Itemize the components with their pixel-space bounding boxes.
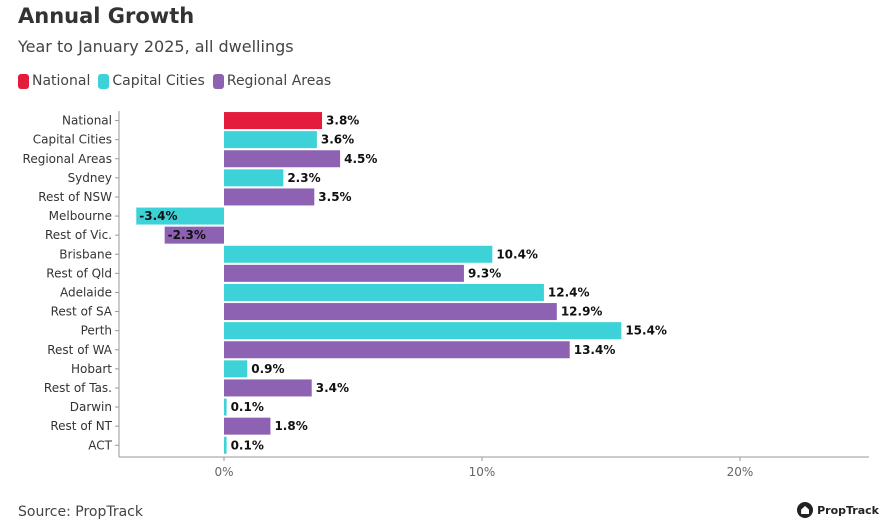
bar-rest-of-tas bbox=[224, 379, 312, 397]
category-label-regional-areas: Regional Areas bbox=[23, 152, 112, 166]
legend-item-capital-cities: Capital Cities bbox=[98, 73, 205, 89]
legend-label-national: National bbox=[32, 73, 91, 89]
bar-brisbane bbox=[224, 245, 493, 263]
bar-national bbox=[224, 112, 323, 130]
category-label-brisbane: Brisbane bbox=[59, 247, 112, 261]
bar-adelaide bbox=[224, 283, 544, 301]
bar-rest-of-vic bbox=[164, 226, 224, 244]
value-label-perth: 15.4% bbox=[625, 324, 667, 338]
value-label-sydney: 2.3% bbox=[287, 171, 320, 185]
value-label-capital-cities: 3.6% bbox=[321, 133, 354, 147]
bar-regional-areas bbox=[224, 150, 341, 168]
category-label-melbourne: Melbourne bbox=[49, 209, 112, 223]
bar-perth bbox=[224, 322, 622, 340]
value-label-act: 0.1% bbox=[231, 438, 264, 452]
category-label-darwin: Darwin bbox=[70, 400, 112, 414]
bar-rest-of-wa bbox=[224, 341, 570, 359]
category-label-rest-of-vic: Rest of Vic. bbox=[45, 228, 112, 242]
legend: National Capital Cities Regional Areas bbox=[18, 73, 339, 89]
bar-rest-of-sa bbox=[224, 303, 557, 321]
category-label-capital-cities: Capital Cities bbox=[33, 133, 112, 147]
chart-subtitle: Year to January 2025, all dwellings bbox=[18, 37, 294, 56]
x-tick-label: 0% bbox=[214, 465, 233, 479]
value-label-rest-of-qld: 9.3% bbox=[468, 266, 501, 280]
category-label-act: ACT bbox=[88, 438, 112, 452]
x-tick-label: 20% bbox=[727, 465, 754, 479]
value-label-rest-of-vic: -2.3% bbox=[168, 228, 206, 242]
category-label-adelaide: Adelaide bbox=[60, 285, 112, 299]
bar-hobart bbox=[224, 360, 248, 378]
bar-rest-of-nsw bbox=[224, 188, 315, 206]
category-label-rest-of-nsw: Rest of NSW bbox=[38, 190, 112, 204]
brand-name: PropTrack bbox=[817, 503, 879, 517]
bar-act bbox=[224, 436, 227, 454]
bar-rest-of-qld bbox=[224, 264, 464, 282]
legend-swatch-capital-cities bbox=[98, 73, 110, 89]
bar-melbourne bbox=[136, 207, 224, 225]
category-label-rest-of-wa: Rest of WA bbox=[47, 343, 113, 357]
bar-sydney bbox=[224, 169, 284, 187]
bar-darwin bbox=[224, 398, 227, 416]
value-label-national: 3.8% bbox=[326, 114, 359, 128]
bar-capital-cities bbox=[224, 131, 317, 149]
value-label-brisbane: 10.4% bbox=[496, 247, 538, 261]
legend-label-regional-areas: Regional Areas bbox=[226, 73, 332, 89]
legend-swatch-regional-areas bbox=[212, 73, 224, 89]
value-label-rest-of-nt: 1.8% bbox=[274, 419, 307, 433]
legend-label-capital-cities: Capital Cities bbox=[112, 73, 205, 89]
brand-logo: PropTrack bbox=[797, 502, 879, 518]
category-label-rest-of-nt: Rest of NT bbox=[50, 419, 112, 433]
legend-item-national: National bbox=[18, 73, 90, 89]
category-label-rest-of-sa: Rest of SA bbox=[51, 305, 113, 319]
x-tick-label: 10% bbox=[469, 465, 496, 479]
source-note: Source: PropTrack bbox=[18, 504, 143, 520]
category-label-hobart: Hobart bbox=[71, 362, 112, 376]
legend-swatch-national bbox=[18, 73, 29, 89]
category-label-rest-of-qld: Rest of Qld bbox=[46, 266, 112, 280]
value-label-adelaide: 12.4% bbox=[548, 285, 590, 299]
value-label-rest-of-wa: 13.4% bbox=[574, 343, 616, 357]
bar-rest-of-nt bbox=[224, 417, 271, 435]
house-icon bbox=[797, 502, 814, 518]
legend-item-regional-areas: Regional Areas bbox=[212, 73, 332, 89]
value-label-melbourne: -3.4% bbox=[139, 209, 177, 223]
value-label-rest-of-nsw: 3.5% bbox=[318, 190, 351, 204]
value-label-darwin: 0.1% bbox=[231, 400, 264, 414]
value-label-rest-of-tas: 3.4% bbox=[316, 381, 349, 395]
category-label-perth: Perth bbox=[81, 324, 112, 338]
value-label-hobart: 0.9% bbox=[251, 362, 284, 376]
value-label-regional-areas: 4.5% bbox=[344, 152, 377, 166]
chart-title: Annual Growth bbox=[18, 4, 195, 28]
category-label-sydney: Sydney bbox=[68, 171, 112, 185]
value-label-rest-of-sa: 12.9% bbox=[561, 305, 603, 319]
category-label-national: National bbox=[62, 114, 112, 128]
category-label-rest-of-tas: Rest of Tas. bbox=[44, 381, 112, 395]
